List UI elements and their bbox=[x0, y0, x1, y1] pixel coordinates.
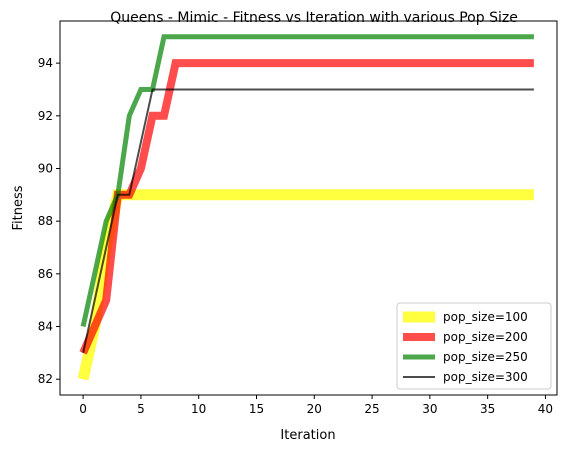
legend-label: pop_size=250 bbox=[443, 350, 528, 364]
y-tick-label: 90 bbox=[38, 161, 53, 175]
x-tick-label: 30 bbox=[422, 402, 437, 416]
x-tick-label: 25 bbox=[364, 402, 379, 416]
y-tick-label: 92 bbox=[38, 109, 53, 123]
x-tick-label: 10 bbox=[191, 402, 206, 416]
y-tick-label: 86 bbox=[38, 267, 53, 281]
y-tick-label: 88 bbox=[38, 214, 53, 228]
y-tick-label: 82 bbox=[38, 372, 53, 386]
plot-frame bbox=[59, 20, 558, 396]
x-axis: 0 5 10 15 20 25 30 35 40 bbox=[79, 395, 553, 416]
series-line-pop-size-300 bbox=[82, 88, 534, 354]
x-tick-label: 15 bbox=[249, 402, 264, 416]
x-tick-label: 20 bbox=[307, 402, 322, 416]
legend-label: pop_size=100 bbox=[443, 310, 528, 324]
x-axis-label: Iteration bbox=[280, 428, 335, 443]
x-tick-label: 35 bbox=[480, 402, 495, 416]
x-tick-label: 5 bbox=[137, 402, 145, 416]
x-tick-label: 0 bbox=[79, 402, 87, 416]
legend: pop_size=100 pop_size=200 pop_size=250 pop_… bbox=[396, 302, 552, 390]
y-tick-label: 94 bbox=[38, 56, 53, 70]
chart-title: Queens - Mimic - Fitness vs Iteration wi… bbox=[110, 10, 518, 26]
legend-label: pop_size=200 bbox=[443, 330, 528, 344]
legend-box bbox=[396, 302, 552, 390]
y-axis-label: Fitness bbox=[11, 185, 26, 230]
x-tick-label: 40 bbox=[538, 402, 553, 416]
y-tick-label: 84 bbox=[38, 320, 53, 334]
legend-label: pop_size=300 bbox=[443, 370, 528, 384]
y-axis: 82 84 86 88 90 92 94 bbox=[38, 56, 60, 386]
series-line-pop-size-250 bbox=[80, 34, 534, 328]
series-layer bbox=[77, 34, 534, 381]
